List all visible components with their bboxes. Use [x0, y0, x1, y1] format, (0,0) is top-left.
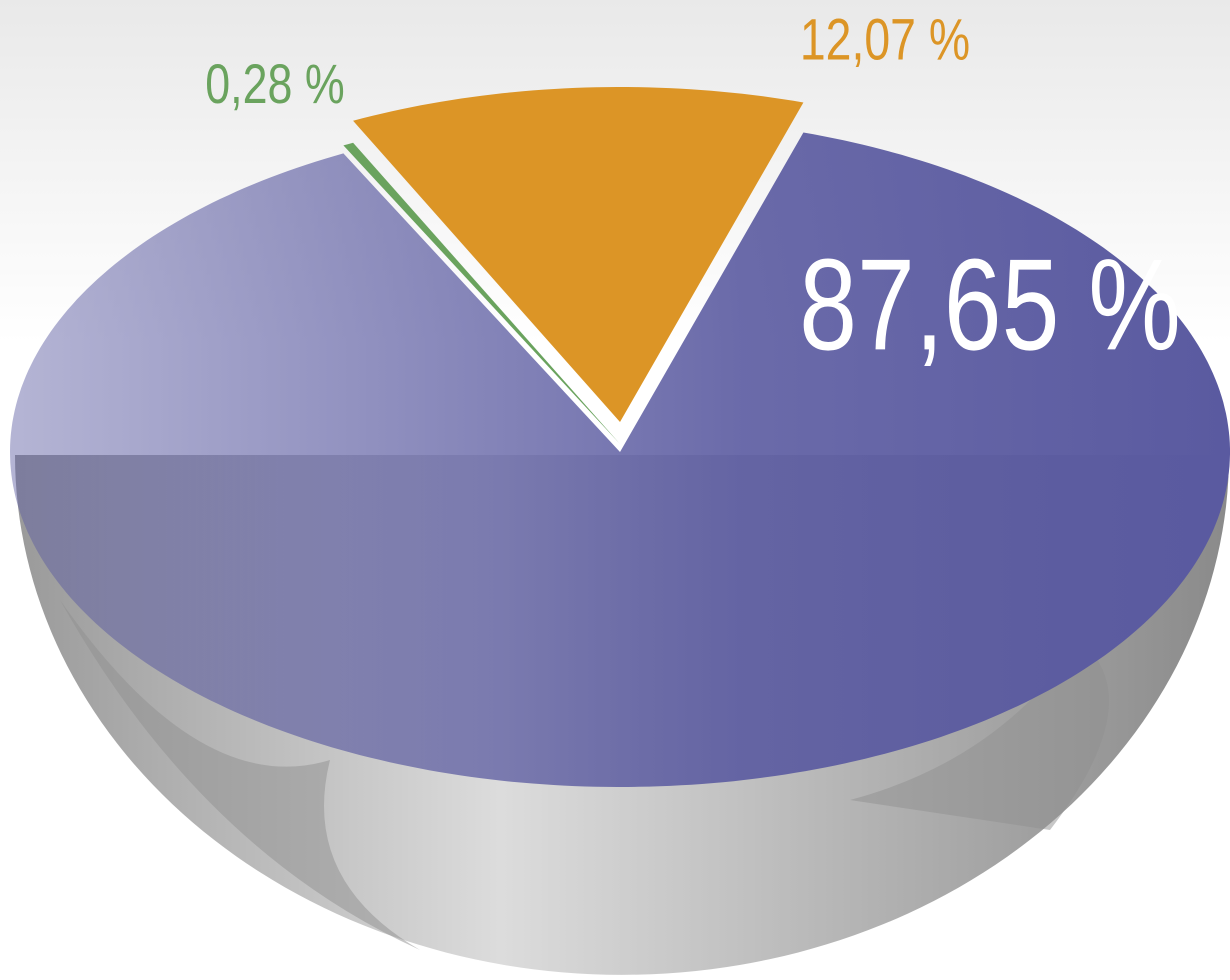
value-label: 87,65 %: [799, 231, 1181, 377]
value-label: 0,28 %: [205, 52, 344, 115]
chart: 87,65 % 0,28 % 12,07 %: [0, 0, 1230, 980]
page: 87,65 %0,28 %12,07 % (() => { const data…: [0, 0, 1230, 980]
value-label: 12,07 %: [800, 7, 970, 72]
